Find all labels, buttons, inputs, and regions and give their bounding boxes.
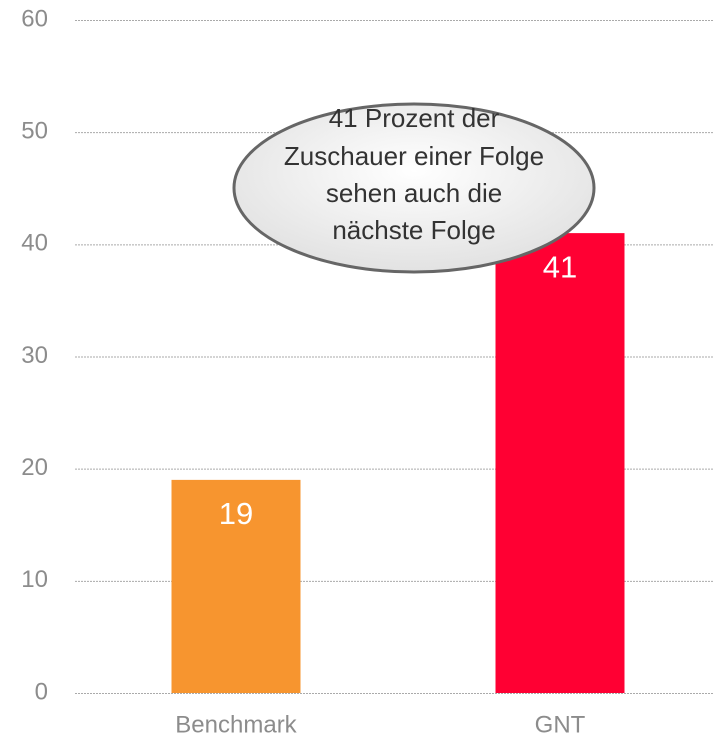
annotation-text: nächste Folge: [332, 215, 495, 245]
annotation-text: sehen auch die: [326, 178, 502, 208]
y-tick-label: 30: [21, 342, 48, 369]
annotation-text: 41 Prozent der: [329, 103, 500, 133]
y-tick-label: 40: [21, 230, 48, 257]
bar: [171, 479, 301, 693]
x-tick-label: GNT: [535, 711, 586, 738]
bar: [495, 233, 625, 693]
x-tick-label: Benchmark: [175, 711, 297, 738]
y-tick-label: 10: [21, 566, 48, 593]
annotation-text: Zuschauer einer Folge: [284, 141, 544, 171]
y-tick-label: 0: [35, 678, 48, 705]
y-tick-label: 20: [21, 454, 48, 481]
y-tick-label: 50: [21, 118, 48, 145]
y-tick-label: 60: [21, 5, 48, 32]
data-label: 41: [543, 249, 577, 284]
data-label: 19: [219, 496, 253, 531]
annotation-bubble: [232, 102, 596, 274]
